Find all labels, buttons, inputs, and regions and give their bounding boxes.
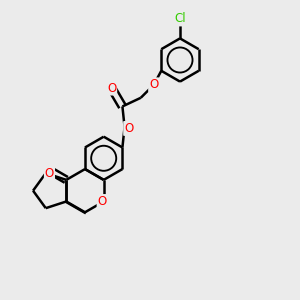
Text: O: O — [124, 122, 134, 135]
Text: Cl: Cl — [174, 13, 186, 26]
Text: O: O — [45, 167, 54, 180]
Text: O: O — [107, 82, 116, 94]
Text: O: O — [149, 78, 158, 91]
Text: O: O — [98, 195, 107, 208]
